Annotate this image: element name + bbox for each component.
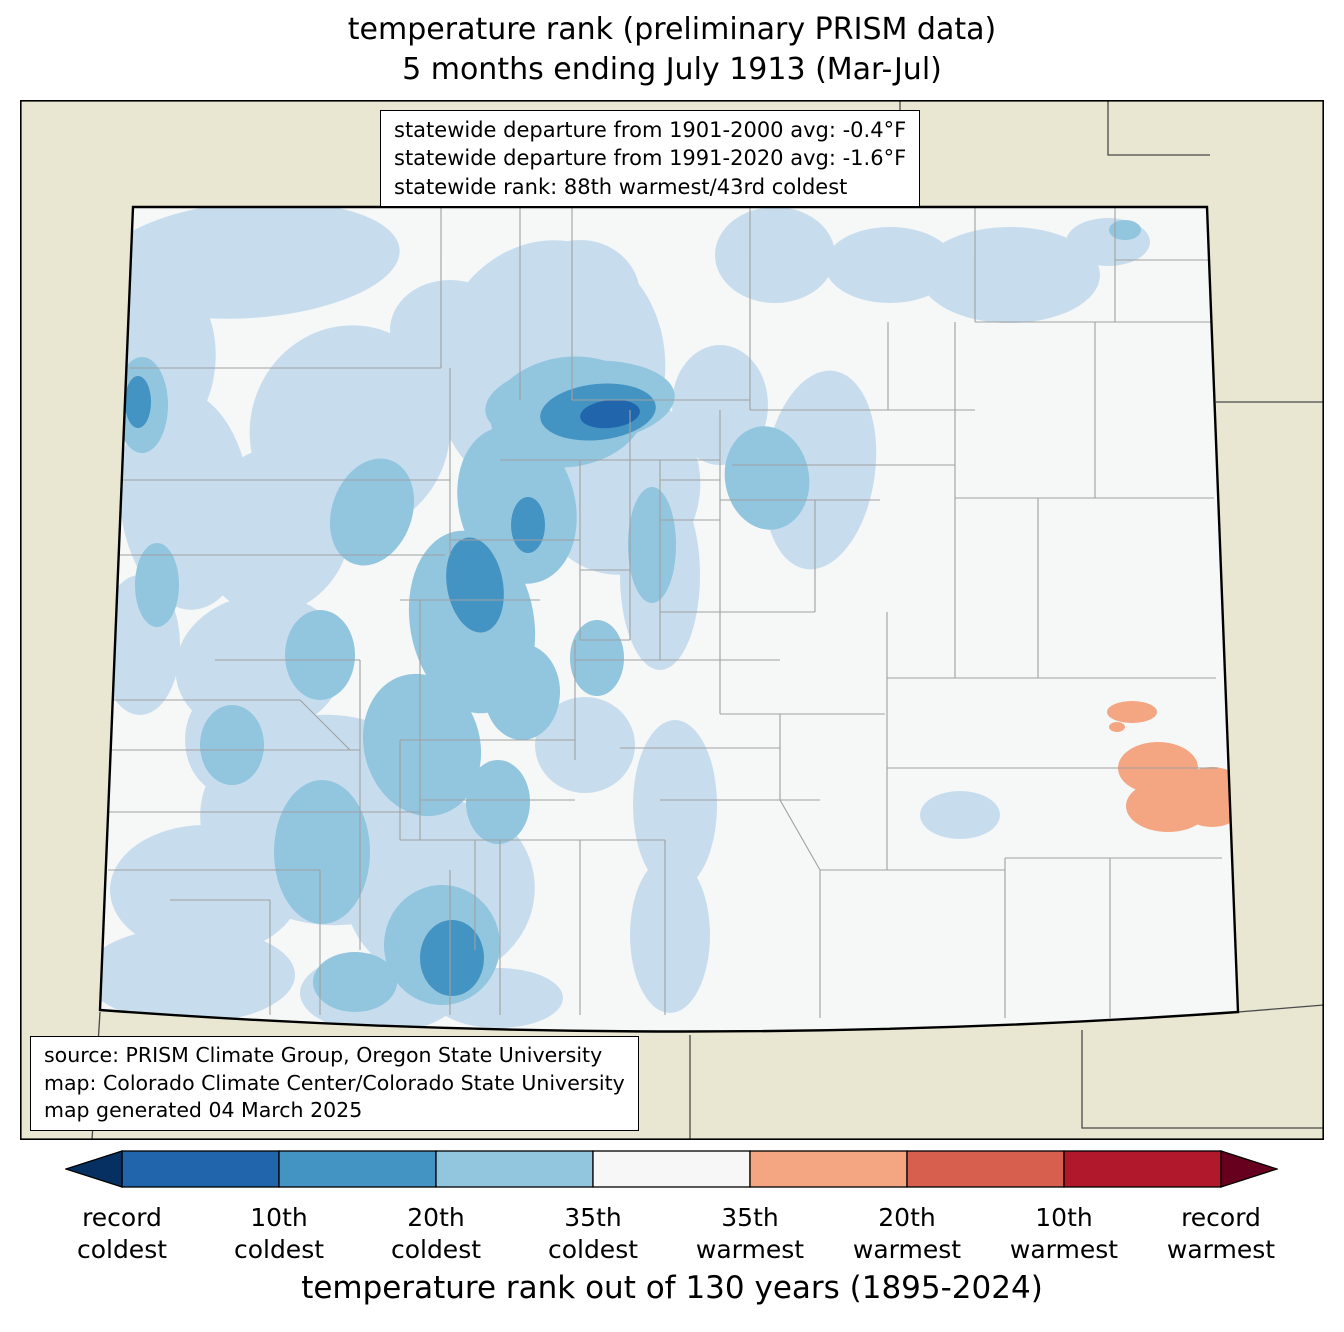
stats-line-1: statewide departure from 1901-2000 avg: … [394,118,907,142]
rank-region-record-coldest [580,399,640,429]
colorbar-caption: temperature rank out of 130 years (1895-… [301,1270,1043,1306]
source-line-1: source: PRISM Climate Group, Oregon Stat… [44,1043,603,1067]
state-border [98,205,1240,1033]
stats-line-2: statewide departure from 1991-2020 avg: … [394,146,907,171]
source-line-3: map generated 04 March 2025 [44,1098,363,1123]
map-panel [20,100,1325,1141]
source-attribution-box: source: PRISM Climate Group, Oregon Stat… [30,1036,639,1132]
colorbar-tick-record-warmest: record warmest [1166,1203,1276,1264]
county-boundaries [108,207,1222,1018]
colorbar-tick-35th-coldest: 35th coldest [547,1203,639,1264]
title-line-2: 5 months ending July 1913 (Mar-Jul) [402,51,942,87]
colorbar-tick-record-coldest: record coldest [76,1203,168,1264]
colorbar-tick-20th-warmest: 20th warmest [852,1203,962,1264]
title-line-1: temperature rank (preliminary PRISM data… [347,12,997,47]
colorbar-tick-20th-coldest: 20th coldest [390,1203,482,1264]
colorado-map [20,100,1325,1141]
colorbar-tick-10th-coldest: 10th coldest [233,1203,325,1264]
statewide-stats-box: statewide departure from 1901-2000 avg: … [380,110,921,208]
colorbar-tick-35th-warmest: 35th warmest [695,1203,805,1264]
page-title: temperature rank (preliminary PRISM data… [0,10,1344,89]
colorbar [65,1150,1278,1188]
colorbar-tick-10th-warmest: 10th warmest [1009,1203,1119,1264]
source-line-2: map: Colorado Climate Center/Colorado St… [44,1070,625,1095]
map-frame-border [20,100,1325,1141]
stats-line-3: statewide rank: 88th warmest/43rd coldes… [394,174,848,199]
